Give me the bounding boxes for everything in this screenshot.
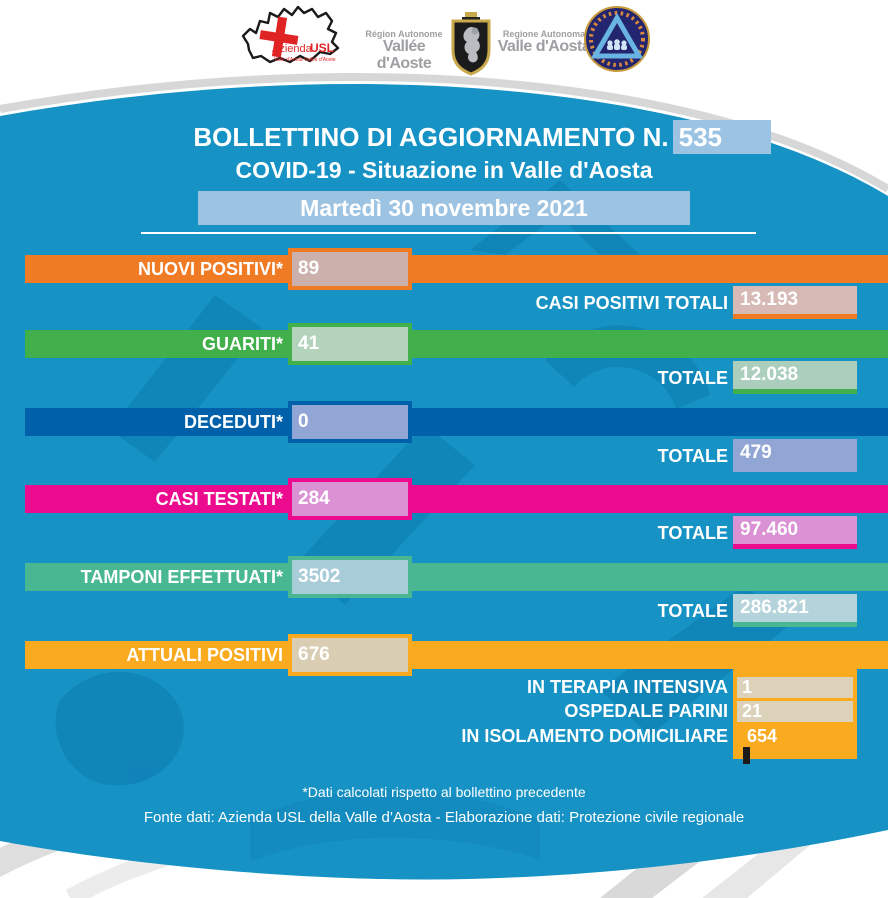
tamponi-totale-value: 286.821 [740, 597, 809, 618]
stat-row-attuali-positivi: ATTUALI POSITIVI 676 IN TERAPIA INTENSIV… [0, 634, 888, 771]
terapia-intensiva-value: 1 [742, 677, 753, 697]
region-it-line2: Valle d'Aosta [497, 38, 591, 56]
usl-logo-subtext: Valle d'Aosta Vallée d'Aoste [274, 57, 336, 63]
guariti-totale-label: TOTALE [657, 368, 728, 388]
terapia-intensiva-label: IN TERAPIA INTENSIVA [526, 677, 728, 697]
stat-row-guariti: GUARITI* 41 TOTALE 12.038 [0, 323, 888, 405]
tamponi-label: TAMPONI EFFETTUATI* [80, 567, 283, 587]
ospedale-parini-value: 21 [742, 701, 763, 721]
azienda-usl-logo-icon: Azienda USL Valle d'Aosta Vallée d'Aoste [241, 5, 340, 64]
guariti-value-box: 41 [288, 323, 412, 365]
attuali-positivi-value: 676 [298, 644, 330, 665]
deceduti-value-box: 0 [288, 401, 412, 443]
casi-testati-bar [25, 485, 888, 513]
region-fr-line1: Région Autonome [365, 29, 443, 39]
attuali-positivi-bar [25, 641, 888, 669]
casi-positivi-totali-value: 13.193 [740, 289, 799, 310]
casi-testati-totale-label: TOTALE [657, 523, 728, 543]
stat-row-nuovi-positivi: NUOVI POSITIVI* 89 CASI POSITIVI TOTALI … [0, 248, 888, 330]
text-cursor [743, 747, 750, 764]
deceduti-totale-box: 479 [733, 439, 857, 472]
page-title: BOLLETTINO DI AGGIORNAMENTO N. [193, 121, 669, 152]
stat-row-casi-testati: CASI TESTATI* 284 TOTALE 97.460 [0, 478, 888, 560]
deceduti-totale-label: TOTALE [657, 446, 728, 466]
isolamento-domiciliare-value-box: 654 [737, 726, 853, 764]
deceduti-bar [25, 408, 888, 436]
region-fr-line2: Vallée d'Aoste [376, 38, 432, 73]
isolamento-domiciliare-label: IN ISOLAMENTO DOMICILIARE [461, 726, 728, 746]
usl-logo-usl-text: USL [310, 41, 334, 55]
casi-testati-totale-value: 97.460 [740, 519, 799, 540]
title-divider [141, 232, 756, 234]
guariti-label: GUARITI* [202, 334, 283, 354]
attuali-positivi-label: ATTUALI POSITIVI [126, 645, 283, 665]
usl-logo-azienda-text: Azienda [272, 43, 313, 55]
stat-row-deceduti: DECEDUTI* 0 TOTALE 479 [0, 401, 888, 483]
footnote: *Dati calcolati rispetto al bollettino p… [302, 784, 586, 800]
header-logos: Azienda USL Valle d'Aosta Vallée d'Aoste… [0, 0, 888, 88]
stat-row-tamponi-effettuati: TAMPONI EFFETTUATI* 3502 TOTALE 286.821 [0, 556, 888, 638]
tamponi-bar [25, 563, 888, 591]
nuovi-positivi-bar [25, 255, 888, 283]
tamponi-totale-label: TOTALE [657, 601, 728, 621]
casi-testati-value: 284 [298, 488, 330, 509]
region-it-line1: Regione Autonoma [502, 29, 586, 39]
data-source-line: Fonte dati: Azienda USL della Valle d’Ao… [143, 809, 745, 826]
guariti-value: 41 [298, 333, 320, 354]
nuovi-positivi-value-box: 89 [288, 248, 412, 290]
casi-testati-totale-box: 97.460 [733, 516, 857, 549]
nuovi-positivi-label: NUOVI POSITIVI* [137, 259, 283, 279]
ospedale-parini-value-box: 21 [737, 701, 853, 722]
casi-positivi-totali-label: CASI POSITIVI TOTALI [535, 293, 728, 313]
guariti-totale-value: 12.038 [740, 364, 799, 385]
casi-testati-label: CASI TESTATI* [155, 489, 283, 509]
nuovi-positivi-value: 89 [298, 258, 320, 279]
region-autonome-fr-label: Région Autonome Vallée d'Aoste [354, 29, 454, 73]
tamponi-totale-box: 286.821 [733, 594, 857, 627]
deceduti-label: DECEDUTI* [183, 412, 283, 432]
tamponi-value-box: 3502 [288, 556, 412, 598]
deceduti-value: 0 [298, 411, 309, 432]
page-subtitle: COVID-19 - Situazione in Valle d'Aosta [235, 157, 653, 183]
deceduti-totale-value: 479 [740, 442, 772, 463]
isolamento-domiciliare-value: 654 [747, 726, 778, 746]
ospedale-parini-label: OSPEDALE PARINI [564, 701, 728, 721]
date-badge: Martedì 30 novembre 2021 [198, 191, 690, 225]
title-row: BOLLETTINO DI AGGIORNAMENTO N. 535 [0, 120, 888, 154]
guariti-totale-box: 12.038 [733, 361, 857, 394]
regione-autonoma-it-label: Regione Autonoma Valle d'Aosta [496, 29, 592, 56]
valle-daosta-coat-of-arms-icon [451, 12, 491, 76]
terapia-intensiva-value-box: 1 [737, 677, 853, 698]
casi-positivi-totali-box: 13.193 [733, 286, 857, 319]
casi-testati-value-box: 284 [288, 478, 412, 520]
guariti-bar [25, 330, 888, 358]
bulletin-number-badge: 535 [672, 120, 771, 154]
attuali-positivi-value-box: 676 [288, 634, 412, 676]
protezione-civile-logo-icon [584, 6, 650, 72]
tamponi-value: 3502 [298, 566, 341, 587]
